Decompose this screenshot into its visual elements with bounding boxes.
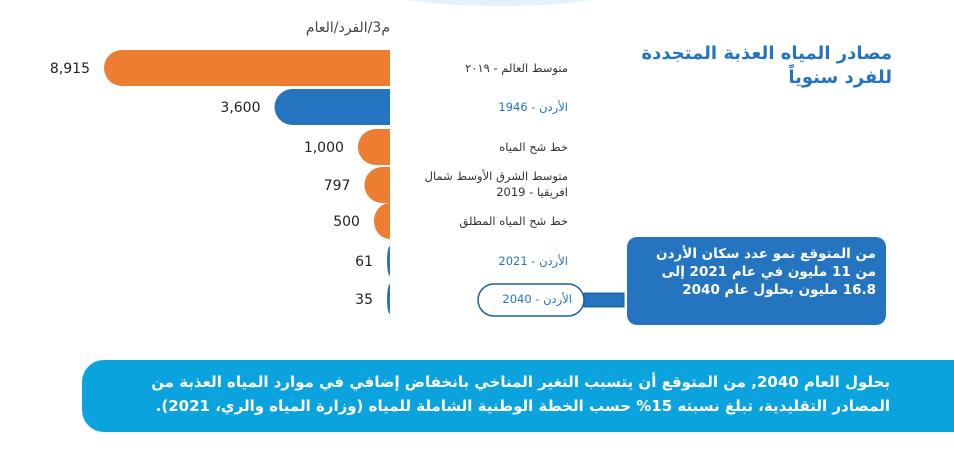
bar <box>387 284 390 314</box>
highlight-oval <box>477 283 585 317</box>
bar <box>274 89 390 125</box>
unit-label: م3/الفرد/العام <box>305 20 390 36</box>
value-label: 3,600 <box>220 100 260 116</box>
category-label: متوسط العالم - ٢٠١٩ <box>465 61 568 75</box>
callout-box <box>627 237 886 325</box>
category-label: الأردن - 2040 <box>502 292 572 306</box>
value-label: 8,915 <box>50 61 90 77</box>
chart-title: مصادر المياه العذبة المتجددة للفرد سنويا… <box>641 43 892 88</box>
value-label: 1,000 <box>304 140 344 156</box>
bar <box>364 167 390 203</box>
value-label: 797 <box>324 178 351 194</box>
bar <box>373 203 390 239</box>
callout-connector <box>583 292 625 308</box>
note-text: بحلول العام 2040, من المتوقع أن يتسبب ال… <box>151 373 890 415</box>
note-banner <box>82 360 954 432</box>
value-label: 35 <box>355 292 373 308</box>
bar <box>104 50 390 86</box>
callout-text: من المتوقع نمو عدد سكان الأردن من 11 ملي… <box>656 246 876 298</box>
value-label: 61 <box>355 254 373 270</box>
bar <box>357 129 390 165</box>
category-label: الأردن - 1946 <box>498 100 568 114</box>
category-label: الأردن - 2021 <box>498 254 568 268</box>
category-label: متوسط الشرق الأوسط شمال افريقيا - 2019 <box>424 169 568 199</box>
bar <box>387 246 390 276</box>
category-label: خط شح المياه المطلق <box>459 214 568 228</box>
decor-arc <box>407 0 593 6</box>
value-label: 500 <box>333 214 360 230</box>
category-label: خط شح المياه <box>499 140 568 154</box>
